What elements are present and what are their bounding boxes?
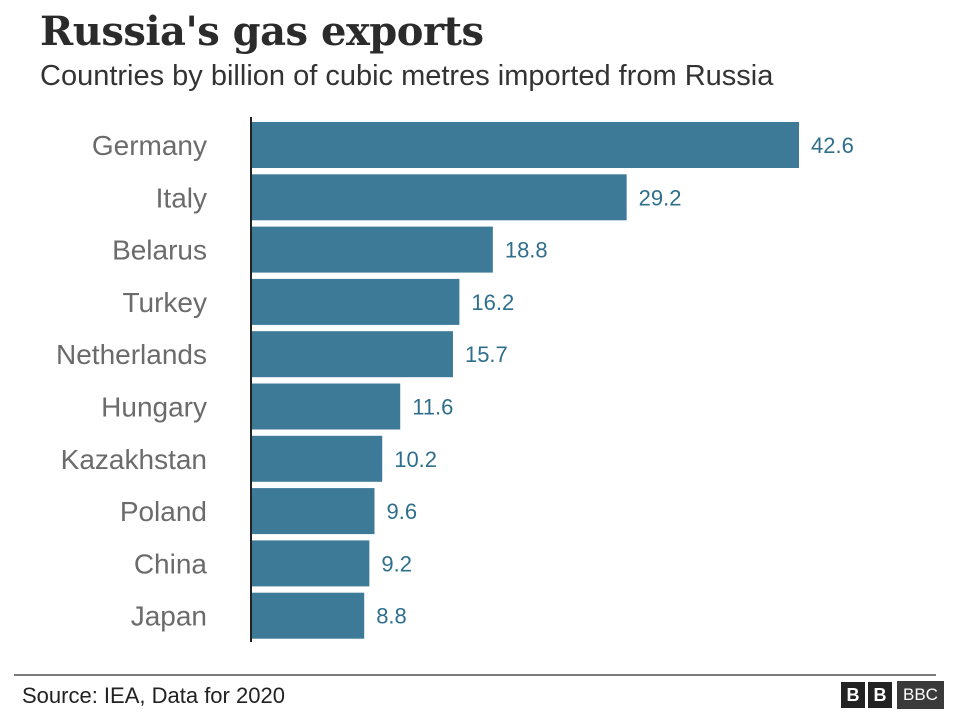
bar-china	[251, 540, 370, 587]
category-label-japan: Japan	[131, 601, 207, 632]
value-label-japan: 8.8	[376, 604, 407, 629]
category-label-kazakhstan: Kazakhstan	[61, 444, 207, 475]
bbc-logo: B B BBC	[841, 680, 944, 710]
bar-kazakhstan	[251, 435, 383, 482]
category-label-germany: Germany	[92, 130, 207, 161]
category-label-italy: Italy	[156, 182, 207, 213]
bar-chart: Germany 42.6 Italy 29.2 Belarus 18.8 Turkey 16.…	[56, 117, 854, 642]
bar-italy	[251, 174, 627, 221]
value-label-netherlands: 15.7	[465, 342, 508, 367]
logo-letter-1: B	[841, 682, 865, 708]
value-label-poland: 9.6	[386, 499, 417, 524]
category-label-turkey: Turkey	[122, 287, 207, 318]
category-label-china: China	[134, 548, 208, 579]
value-label-italy: 29.2	[639, 185, 682, 210]
category-label-hungary: Hungary	[101, 392, 207, 423]
bar-japan	[251, 592, 365, 639]
chart-subtitle: Countries by billion of cubic metres imp…	[40, 60, 774, 92]
category-label-belarus: Belarus	[112, 235, 207, 266]
logo-letter-2: B	[868, 682, 892, 708]
value-label-hungary: 11.6	[412, 395, 453, 420]
value-label-china: 9.2	[381, 551, 412, 576]
category-label-poland: Poland	[120, 496, 207, 527]
value-label-turkey: 16.2	[471, 290, 514, 315]
bar-belarus	[251, 226, 493, 273]
logo-wordmark: BBC	[897, 681, 944, 709]
bar-poland	[251, 488, 375, 535]
bar-germany	[251, 122, 799, 168]
footer-divider	[14, 674, 936, 676]
bar-netherlands	[251, 331, 453, 378]
value-label-kazakhstan: 10.2	[394, 447, 437, 472]
chart-title: Russia's gas exports	[40, 8, 484, 55]
bar-hungary	[251, 383, 401, 430]
value-label-belarus: 18.8	[505, 238, 548, 263]
value-label-germany: 42.6	[811, 133, 854, 158]
category-label-netherlands: Netherlands	[56, 339, 207, 370]
source-note: Source: IEA, Data for 2020	[22, 683, 285, 708]
bar-turkey	[251, 278, 460, 325]
